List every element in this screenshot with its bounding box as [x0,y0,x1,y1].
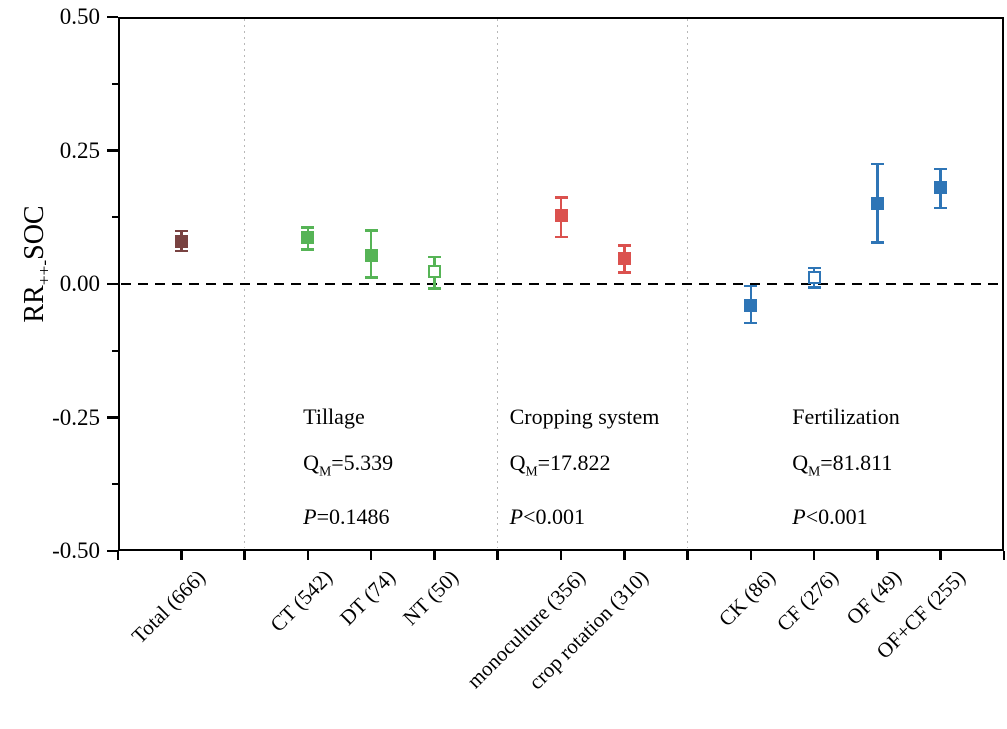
x-axis-tick [306,551,310,560]
x-axis-tick [433,551,436,560]
errorbar-cap-top [617,244,631,247]
errorbar-cap-top [427,255,441,259]
qm-symbol: Q [303,450,320,475]
y-axis-tick-label: -0.50 [52,538,100,563]
qm-value: =17.822 [537,450,611,475]
zero-reference-line [120,282,1002,286]
errorbar-cap-bottom [870,241,884,244]
group-title: Fertilization [792,404,900,429]
x-axis-tick [559,551,563,560]
y-axis-minor-tick [111,483,118,486]
errorbar-cap-top [301,226,315,229]
point-marker [617,251,631,265]
errorbar-cap-bottom [934,206,948,210]
group-qm-stat: QM=81.811 [792,440,900,494]
group-title: Tillage [303,404,365,429]
group-p-stat: P<0.001 [510,494,660,540]
x-axis-tick [749,551,753,560]
errorbar-cap-bottom [174,249,188,253]
group-annotation: Tillage QM=5.339 P=0.1486 [303,394,393,540]
errorbar-cap-bottom [617,271,631,274]
errorbar-cap-top [364,229,378,232]
errorbar-cap-bottom [554,235,568,239]
errorbar-cap-top [934,167,948,171]
x-axis-tick [1002,551,1006,560]
x-axis-tick [686,551,689,560]
p-symbol: P [509,504,524,530]
x-axis-tick [496,551,499,560]
x-axis-tick [116,551,120,560]
y-axis-tick-label: 0.50 [59,4,100,29]
group-annotation: Fertilization QM=81.811 P<0.001 [792,394,900,540]
errorbar-cap-top [807,266,821,270]
point-marker [870,197,884,211]
x-axis-tick [939,551,942,560]
point-marker [364,248,378,262]
point-marker [301,230,315,244]
qm-symbol: Q [509,450,526,475]
y-axis-major-tick [107,282,118,286]
plot-area [118,17,1004,551]
y-axis-minor-tick [111,349,118,352]
group-title: Cropping system [509,404,660,429]
y-axis-major-tick [107,15,118,19]
x-axis-tick [369,551,373,560]
x-axis-tick [180,551,183,560]
x-axis-tick [876,551,879,560]
group-qm-stat: QM=5.339 [303,440,393,494]
qm-subscript: M [808,463,821,479]
errorbar-cap-bottom [807,286,821,289]
group-annotation: Cropping system QM=17.822 P<0.001 [510,394,660,540]
y-axis-tick-label: 0.25 [59,137,100,163]
qm-subscript: M [319,463,332,479]
errorbar-cap-bottom [744,321,758,325]
errorbar-cap-top [870,162,884,166]
x-axis-tick [243,551,246,560]
point-marker [554,209,568,223]
point-marker [744,299,758,313]
p-symbol: P [303,504,317,530]
y-axis-major-tick [107,416,118,419]
p-value: <0.001 [805,504,868,530]
p-value: =0.1486 [316,504,390,530]
errorbar-cap-top [744,284,758,288]
qm-symbol: Q [792,450,809,475]
y-axis-major-tick [107,549,118,553]
point-marker [934,181,948,195]
y-axis-minor-tick [111,216,118,219]
errorbar-cap-bottom [427,287,441,290]
group-p-stat: P=0.1486 [303,494,393,540]
qm-value: =81.811 [820,450,893,475]
point-marker [174,234,188,248]
y-axis-major-tick [107,149,118,152]
point-marker [427,265,441,279]
x-axis-tick [623,551,626,560]
errorbar-cap-bottom [364,276,378,279]
group-p-stat: P<0.001 [792,494,900,540]
point-marker [807,270,821,284]
errorbar-cap-top [174,229,188,233]
errorbar-cap-bottom [301,248,315,251]
p-symbol: P [792,504,806,530]
y-axis-tick-label: 0.00 [59,271,100,296]
qm-value: =5.339 [331,450,394,475]
group-qm-stat: QM=17.822 [510,440,660,494]
y-axis-tick-label: -0.25 [52,404,100,430]
y-axis-minor-tick [111,82,118,85]
x-axis-tick [812,551,816,560]
qm-subscript: M [525,463,538,479]
p-value: <0.001 [523,504,585,530]
errorbar-cap-top [554,196,568,199]
